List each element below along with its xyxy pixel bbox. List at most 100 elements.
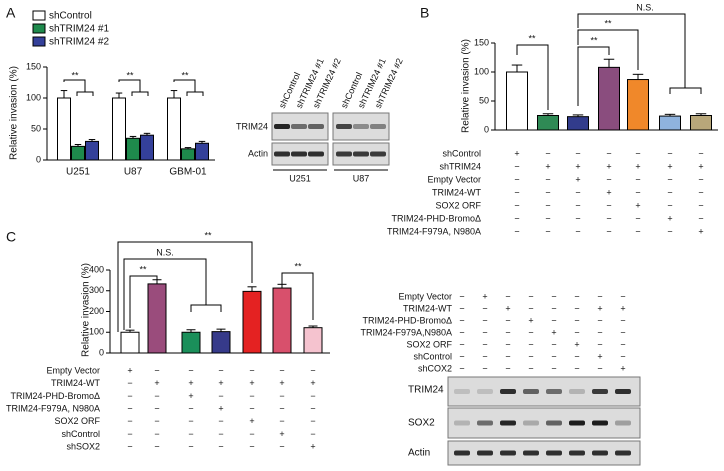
panel-label: B xyxy=(420,5,429,21)
condition-cell: + xyxy=(218,403,223,413)
blot-band xyxy=(500,420,516,426)
condition-cell: + xyxy=(514,148,519,158)
x-tick-label: U87 xyxy=(124,167,143,178)
condition-cell: − xyxy=(279,365,284,375)
annotation: N.S. xyxy=(156,247,174,257)
y-tick-label: 100 xyxy=(26,92,41,102)
condition-cell: − xyxy=(551,291,556,301)
condition-cell: − xyxy=(218,429,223,439)
bar xyxy=(126,137,140,161)
condition-cell: − xyxy=(551,363,556,373)
blot-band xyxy=(454,389,470,394)
condition-cell: − xyxy=(545,226,550,236)
blot-band xyxy=(569,450,585,456)
y-axis-label: Relative invasion (%) xyxy=(461,39,472,133)
legend-swatch xyxy=(32,10,46,21)
blot-band xyxy=(615,389,631,394)
bracket xyxy=(63,79,86,92)
y-tick-label: 50 xyxy=(31,123,41,133)
condition-cell: − xyxy=(459,351,464,361)
y-axis-label: Relative invasion (%) xyxy=(81,263,92,357)
blot-band xyxy=(592,450,608,456)
panel-label: A xyxy=(6,5,16,21)
condition-cell: − xyxy=(575,226,580,236)
blot-band xyxy=(592,389,608,394)
blot-band xyxy=(523,450,539,456)
condition-cell: + xyxy=(249,416,254,426)
condition-cell: − xyxy=(528,303,533,313)
condition-cell: − xyxy=(698,187,703,197)
annotation: ** xyxy=(590,35,598,45)
blot-band xyxy=(615,450,631,456)
condition-label: SOX2 ORF xyxy=(406,339,452,349)
condition-cell: − xyxy=(482,315,487,325)
condition-cell: − xyxy=(667,226,672,236)
panel-label: C xyxy=(6,229,16,245)
blot-band xyxy=(569,389,585,394)
condition-cell: − xyxy=(459,315,464,325)
bracket xyxy=(129,275,158,328)
condition-cell: − xyxy=(597,339,602,349)
bracket xyxy=(669,87,702,94)
blot-band xyxy=(291,151,307,157)
condition-label: SOX2 ORF xyxy=(54,416,100,426)
condition-cell: − xyxy=(514,226,519,236)
condition-cell: − xyxy=(528,327,533,337)
condition-cell: − xyxy=(514,213,519,223)
condition-cell: + xyxy=(606,187,611,197)
condition-cell: + xyxy=(551,327,556,337)
group-label: U251 xyxy=(289,173,311,183)
condition-cell: − xyxy=(667,174,672,184)
blot-band xyxy=(291,124,307,129)
bar xyxy=(195,142,209,161)
condition-cell: − xyxy=(574,315,579,325)
condition-cell: + xyxy=(575,174,580,184)
condition-cell: − xyxy=(528,351,533,361)
condition-cell: + xyxy=(279,378,284,388)
bracket xyxy=(123,258,207,330)
blot-band xyxy=(615,420,631,426)
condition-cell: + xyxy=(667,213,672,223)
condition-cell: − xyxy=(574,327,579,337)
condition-cell: − xyxy=(606,226,611,236)
condition-label: Empty Vector xyxy=(46,365,100,375)
condition-cell: − xyxy=(218,416,223,426)
bar xyxy=(659,115,681,131)
bracket xyxy=(281,272,314,320)
annotation: ** xyxy=(204,230,212,240)
condition-cell: − xyxy=(606,174,611,184)
bar xyxy=(167,97,181,161)
condition-cell: − xyxy=(127,442,132,452)
bar xyxy=(272,287,292,354)
x-tick-label: U251 xyxy=(66,167,90,178)
y-tick-label: 150 xyxy=(26,61,41,71)
y-tick-label: 300 xyxy=(89,285,104,295)
condition-cell: + xyxy=(249,378,254,388)
condition-cell: + xyxy=(279,429,284,439)
blot-bg xyxy=(447,407,641,439)
bar xyxy=(71,145,85,161)
condition-label: shControl xyxy=(413,351,452,361)
condition-cell: − xyxy=(698,200,703,210)
bar xyxy=(506,71,528,131)
condition-cell: − xyxy=(459,339,464,349)
annotation: ** xyxy=(528,33,536,43)
blot-band xyxy=(370,151,386,157)
condition-cell: + xyxy=(606,161,611,171)
condition-cell: − xyxy=(218,442,223,452)
condition-cell: + xyxy=(188,378,193,388)
bracket xyxy=(577,13,686,88)
condition-cell: − xyxy=(597,327,602,337)
condition-cell: − xyxy=(514,187,519,197)
condition-cell: − xyxy=(310,403,315,413)
annotation: ** xyxy=(294,261,302,271)
condition-cell: − xyxy=(545,187,550,197)
condition-label: shControl xyxy=(61,429,100,439)
condition-cell: − xyxy=(188,365,193,375)
bracket xyxy=(516,44,549,110)
condition-cell: − xyxy=(574,351,579,361)
blot-band xyxy=(592,420,608,426)
condition-label: TRIM24-PHD-BromoΔ xyxy=(362,315,452,325)
condition-cell: − xyxy=(575,187,580,197)
condition-cell: − xyxy=(218,391,223,401)
